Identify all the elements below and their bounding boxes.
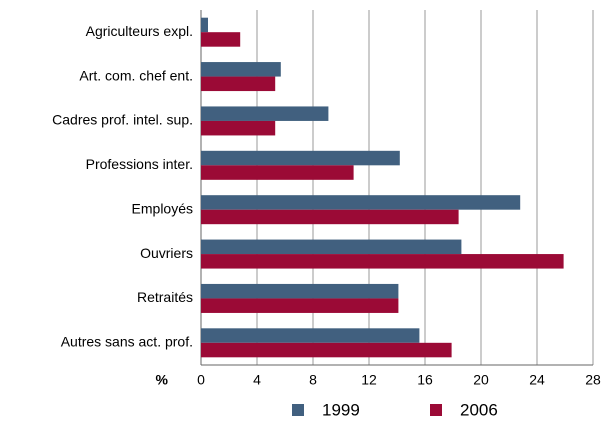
- x-axis-label: %: [156, 372, 169, 388]
- bar: [201, 17, 208, 33]
- bar: [201, 150, 400, 166]
- x-tick-label: 4: [253, 372, 261, 388]
- bar: [201, 254, 564, 269]
- bar: [201, 62, 281, 77]
- y-tick-label: Professions inter.: [86, 156, 193, 172]
- bar: [201, 76, 276, 92]
- y-tick-label: Cadres prof. intel. sup.: [52, 112, 193, 128]
- legend-label: 1999: [322, 400, 360, 419]
- y-tick-label: Agriculteurs expl.: [86, 23, 193, 39]
- y-tick-label: Employés: [132, 200, 193, 216]
- legend-swatch: [430, 404, 442, 416]
- bar: [201, 283, 399, 299]
- x-tick-label: 16: [417, 372, 433, 388]
- legend-label: 2006: [460, 400, 498, 419]
- bar: [201, 298, 399, 313]
- bar: [201, 328, 420, 343]
- x-tick-label: 20: [473, 372, 489, 388]
- bar: [201, 209, 459, 225]
- bar: [201, 342, 452, 358]
- bar: [201, 120, 276, 136]
- x-tick-label: 28: [585, 372, 601, 388]
- legend-swatch: [292, 404, 304, 416]
- x-tick-label: 0: [197, 372, 205, 388]
- y-tick-label: Retraités: [137, 289, 193, 305]
- bar: [201, 106, 329, 121]
- bar: [201, 239, 462, 255]
- y-tick-label: Ouvriers: [140, 245, 193, 261]
- bar: [201, 195, 521, 210]
- x-tick-label: 12: [361, 372, 377, 388]
- x-tick-label: 24: [529, 372, 545, 388]
- y-tick-label: Autres sans act. prof.: [61, 334, 193, 350]
- bar: [201, 165, 354, 180]
- x-tick-label: 8: [309, 372, 317, 388]
- bar: [201, 32, 241, 47]
- y-tick-label: Art. com. chef ent.: [79, 67, 193, 83]
